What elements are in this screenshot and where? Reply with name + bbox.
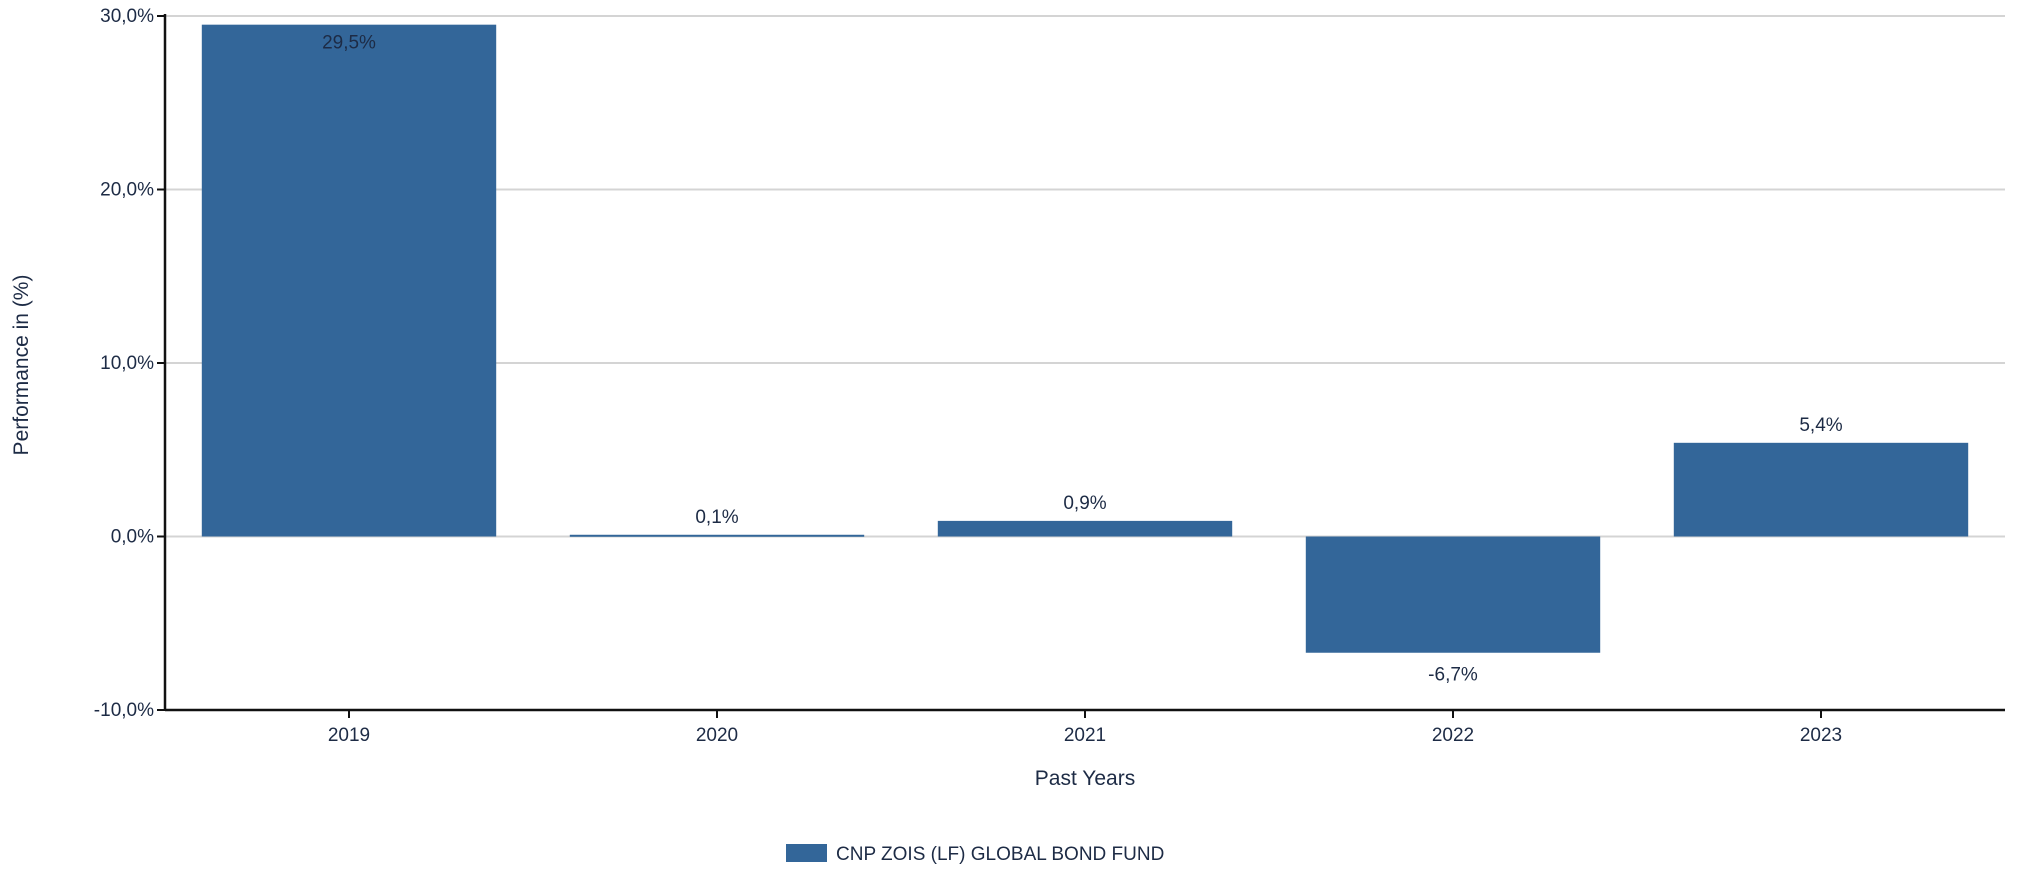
x-axis-title: Past Years (1035, 767, 1135, 790)
bar-2020 (569, 534, 865, 537)
y-tick-label-1: 0,0% (111, 527, 154, 548)
x-tick-label-2021: 2021 (1064, 725, 1106, 746)
y-tick-label-2: 10,0% (100, 353, 154, 374)
labels: -10,0% 0,0% 10,0% 20,0% 30,0% 2019 29,5% 2020 0,… (94, 6, 1843, 746)
x-tick-label-2019: 2019 (328, 725, 370, 746)
bars (201, 24, 1969, 653)
bar-2019 (201, 24, 497, 537)
y-tick-label-0: -10,0% (94, 700, 154, 721)
data-label-2022: -6,7% (1428, 665, 1478, 686)
axes (157, 14, 2005, 718)
x-tick-label-2020: 2020 (696, 725, 738, 746)
data-label-2023: 5,4% (1799, 415, 1842, 436)
legend-swatch (786, 844, 827, 862)
legend-label: CNP ZOIS (LF) GLOBAL BOND FUND (836, 844, 1164, 865)
x-tick-label-2022: 2022 (1432, 725, 1474, 746)
y-tick-label-4: 30,0% (100, 6, 154, 27)
y-tick-label-3: 20,0% (100, 180, 154, 201)
legend[interactable]: CNP ZOIS (LF) GLOBAL BOND FUND (786, 844, 1164, 865)
bar-2022 (1305, 536, 1601, 653)
x-tick-label-2023: 2023 (1800, 725, 1842, 746)
data-label-2019: 29,5% (322, 33, 376, 54)
bar-2021 (937, 520, 1233, 537)
bar-2023 (1673, 442, 1969, 537)
data-label-2020: 0,1% (695, 507, 738, 528)
data-label-2021: 0,9% (1063, 493, 1106, 514)
y-axis-title: Performance in (%) (10, 275, 33, 456)
